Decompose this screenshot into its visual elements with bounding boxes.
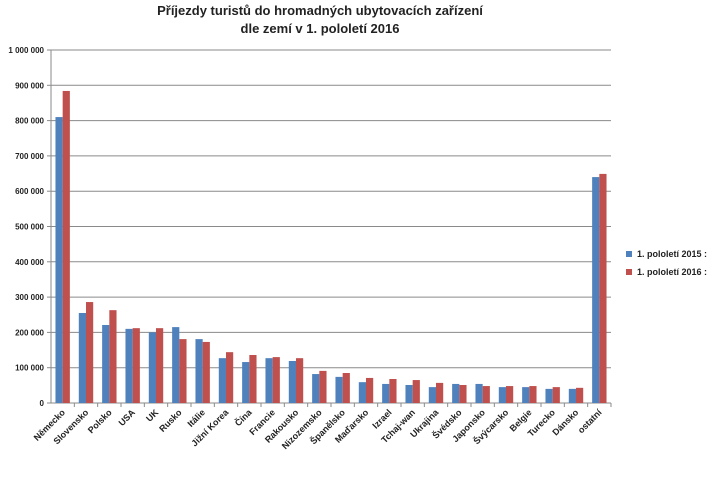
bar-2016 bbox=[109, 310, 117, 403]
x-tick-label: Rusko bbox=[157, 407, 184, 434]
chart-title-line-1: Příjezdy turistů do hromadných ubytovací… bbox=[157, 3, 483, 18]
legend-label-2015: 1. pololetí 2015 : bbox=[637, 249, 708, 259]
y-tick-label: 900 000 bbox=[15, 81, 44, 90]
bar-2016 bbox=[319, 370, 327, 403]
y-tick-label: 200 000 bbox=[15, 328, 44, 337]
bar-2015 bbox=[568, 388, 576, 403]
bar-2015 bbox=[405, 384, 413, 403]
bar-2015 bbox=[545, 388, 553, 403]
bar-2016 bbox=[506, 386, 514, 403]
x-tick-label: ostatní bbox=[576, 407, 604, 435]
bar-2016 bbox=[552, 387, 560, 403]
bar-2016 bbox=[132, 328, 140, 403]
y-tick-label: 1 000 000 bbox=[8, 46, 44, 55]
bar-2015 bbox=[382, 383, 390, 403]
bar-2016 bbox=[62, 90, 70, 403]
y-tick-label: 100 000 bbox=[15, 364, 44, 373]
bar-2016 bbox=[296, 358, 304, 403]
x-tick-label: UK bbox=[144, 407, 161, 424]
bar-2015 bbox=[195, 339, 203, 403]
bar-2015 bbox=[242, 362, 250, 403]
bar-2016 bbox=[436, 382, 444, 403]
y-tick-label: 0 bbox=[40, 399, 45, 408]
bar-2016 bbox=[459, 384, 467, 403]
bar-2016 bbox=[412, 380, 420, 403]
x-tick-label: Polsko bbox=[86, 407, 114, 435]
bar-2016 bbox=[202, 341, 210, 403]
x-tick-label: USA bbox=[117, 407, 138, 428]
legend-item-2015: 1. pololetí 2015 : bbox=[626, 249, 707, 259]
bar-2016 bbox=[179, 339, 187, 403]
bar-2015 bbox=[475, 383, 483, 403]
bar-2016 bbox=[86, 302, 94, 403]
legend-label-2016: 1. pololetí 2016 : bbox=[637, 267, 708, 277]
bar-2016 bbox=[249, 354, 257, 403]
y-tick-label: 400 000 bbox=[15, 258, 44, 267]
y-tick-label: 300 000 bbox=[15, 293, 44, 302]
bar-2015 bbox=[452, 383, 460, 403]
bar-2015 bbox=[592, 177, 600, 403]
bar-2015 bbox=[498, 387, 506, 403]
y-tick-label: 800 000 bbox=[15, 117, 44, 126]
bar-2016 bbox=[389, 378, 397, 403]
bar-2015 bbox=[312, 374, 320, 403]
y-tick-label: 700 000 bbox=[15, 152, 44, 161]
bar-2015 bbox=[265, 358, 273, 403]
bar-2016 bbox=[366, 377, 374, 403]
bar-2015 bbox=[172, 327, 180, 403]
bar-2016 bbox=[599, 173, 607, 403]
bar-2015 bbox=[335, 376, 343, 403]
chart-title-line-2: dle zemí v 1. pololetí 2016 bbox=[240, 21, 400, 36]
bar-2016 bbox=[272, 357, 280, 403]
bar-2015 bbox=[148, 332, 156, 403]
bar-2016 bbox=[342, 372, 350, 403]
y-tick-label: 600 000 bbox=[15, 187, 44, 196]
bar-2015 bbox=[522, 387, 530, 403]
bar-2015 bbox=[358, 382, 366, 403]
bar-2015 bbox=[288, 360, 296, 403]
bar-2015 bbox=[78, 312, 86, 403]
bar-2015 bbox=[125, 328, 133, 403]
legend-swatch-2015 bbox=[626, 251, 632, 257]
bar-2016 bbox=[529, 386, 537, 403]
y-tick-label: 500 000 bbox=[15, 223, 44, 232]
bar-2015 bbox=[55, 117, 63, 403]
legend-item-2016: 1. pololetí 2016 : bbox=[626, 267, 707, 277]
bar-2016 bbox=[226, 352, 234, 403]
bar-2015 bbox=[102, 324, 110, 403]
bar-2016 bbox=[576, 387, 584, 403]
bar-2016 bbox=[482, 386, 490, 403]
bar-2015 bbox=[218, 358, 226, 403]
bar-2015 bbox=[428, 387, 436, 403]
bar-2016 bbox=[156, 328, 164, 403]
legend-swatch-2016 bbox=[626, 269, 632, 275]
x-tick-label: Dánsko bbox=[550, 407, 580, 437]
